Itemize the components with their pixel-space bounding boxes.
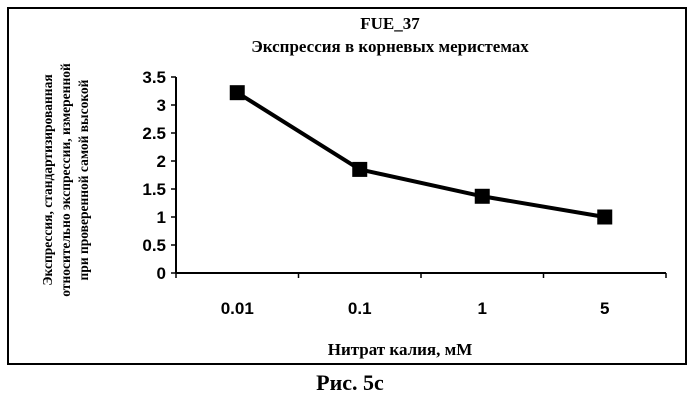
y-tick-label: 0 [157,264,166,283]
x-tick-label: 0.01 [221,299,254,318]
data-point-marker [475,189,490,204]
data-point-marker [230,85,245,100]
x-tick-label: 1 [478,299,487,318]
data-point-marker [352,162,367,177]
series-line [237,93,605,217]
data-point-marker [597,210,612,225]
x-tick-label: 5 [600,299,609,318]
y-tick-label: 0.5 [142,236,166,255]
y-tick-label: 3 [157,96,166,115]
y-tick-label: 1 [157,208,166,227]
y-tick-label: 3.5 [142,68,166,87]
y-tick-label: 2 [157,152,166,171]
x-axis-label: Нитрат калия, мМ [270,340,530,360]
x-tick-label: 0.1 [348,299,372,318]
y-tick-label: 1.5 [142,180,166,199]
y-tick-label: 2.5 [142,124,166,143]
figure-caption: Рис. 5с [250,370,450,396]
